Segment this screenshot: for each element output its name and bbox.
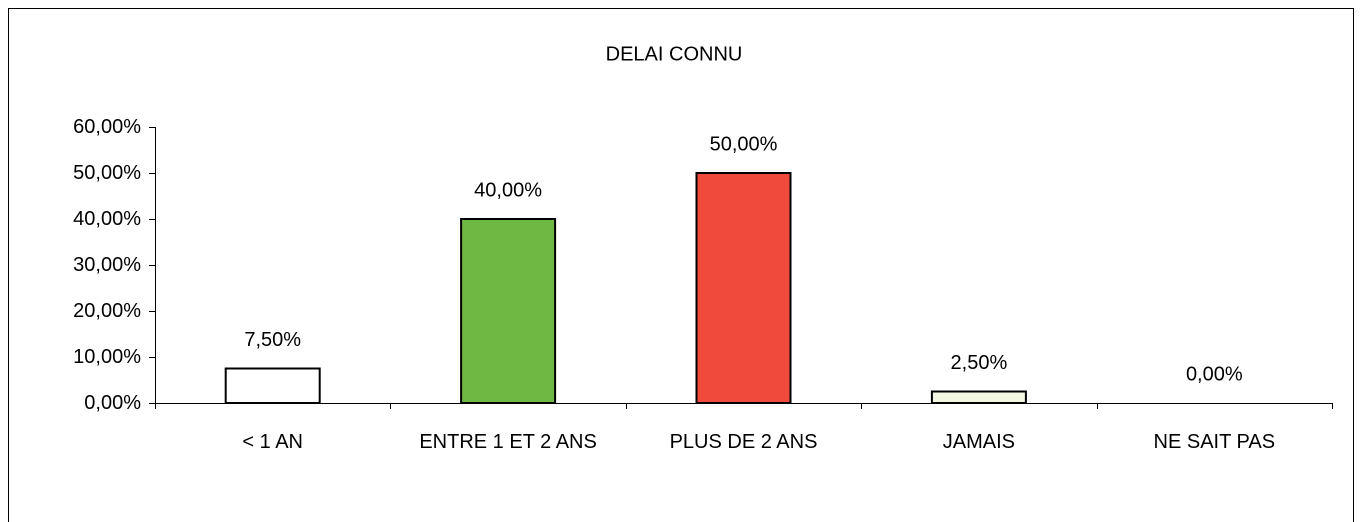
data-label: 40,00%	[474, 179, 542, 201]
y-tick-label: 30,00%	[73, 254, 141, 276]
data-label: 2,50%	[951, 352, 1008, 374]
y-tick-label: 50,00%	[73, 162, 141, 184]
bar	[930, 390, 1027, 404]
y-tick-label: 0,00%	[84, 392, 141, 414]
y-tick-label: 10,00%	[73, 346, 141, 368]
x-tick-label: NE SAIT PAS	[1153, 431, 1276, 453]
bar	[460, 218, 557, 404]
x-tick-label: JAMAIS	[942, 431, 1016, 453]
data-label: 7,50%	[244, 329, 301, 351]
x-tick-label: ENTRE 1 ET 2 ANS	[419, 431, 597, 453]
x-tick-label: PLUS DE 2 ANS	[669, 431, 818, 453]
bar	[695, 172, 792, 404]
chart-border	[8, 8, 1354, 522]
data-label: 50,00%	[710, 133, 778, 155]
data-label: 0,00%	[1186, 363, 1243, 385]
y-tick-label: 60,00%	[73, 116, 141, 138]
y-tick-label: 40,00%	[73, 208, 141, 230]
bar	[224, 367, 321, 404]
chart-title: DELAI CONNU	[606, 43, 743, 65]
y-tick-label: 20,00%	[73, 300, 141, 322]
x-tick-label: < 1 AN	[242, 431, 303, 453]
